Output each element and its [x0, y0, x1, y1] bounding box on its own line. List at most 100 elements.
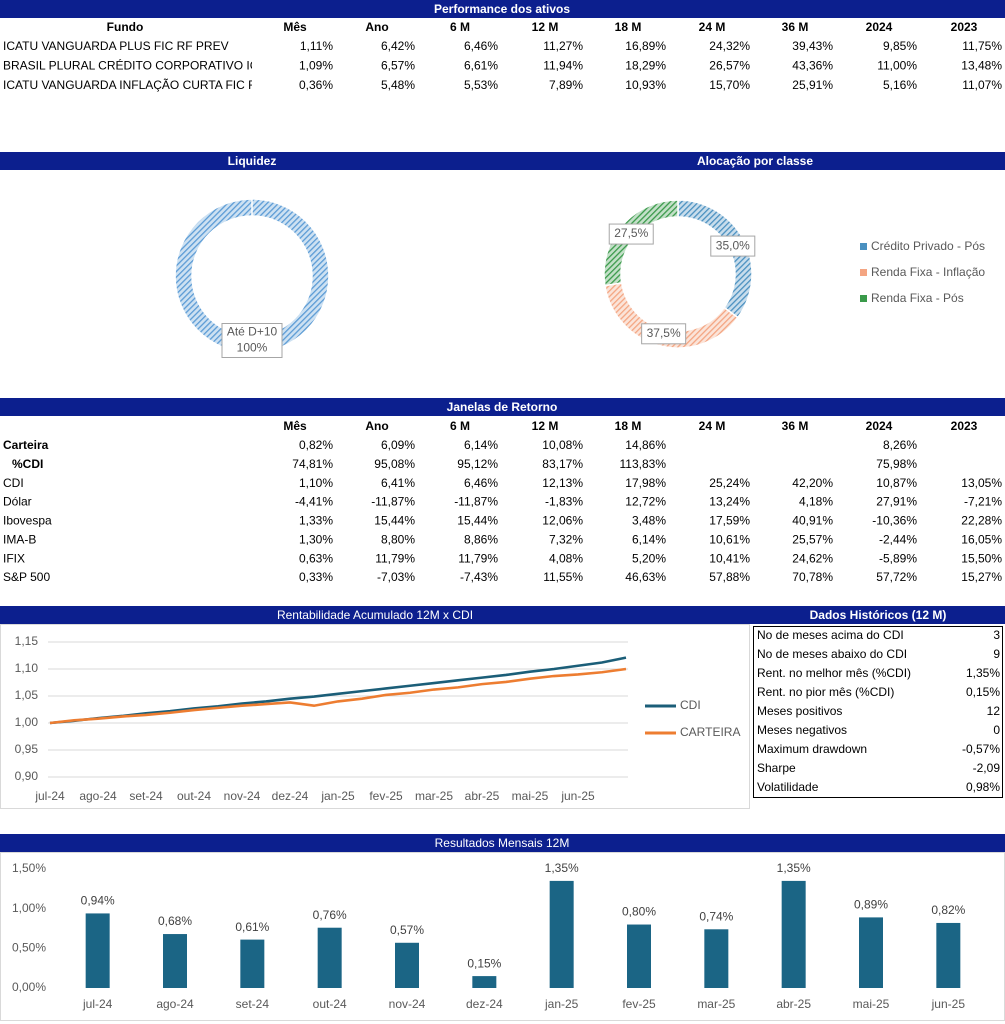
- cell: 11,27%: [543, 39, 583, 53]
- cell: 22,28%: [961, 514, 1002, 528]
- legend-label: Renda Fixa - Inflação: [871, 265, 985, 279]
- row-label: Dólar: [3, 495, 32, 509]
- x-tick-label: mar-25: [697, 997, 735, 1011]
- cell: 83,17%: [542, 457, 583, 471]
- column-header: Mês: [283, 419, 307, 433]
- cell: 1,11%: [300, 39, 333, 53]
- column-header: 24 M: [699, 419, 726, 433]
- cell: 16,05%: [961, 532, 1002, 546]
- chart-title: Alocação por classe: [697, 154, 813, 168]
- row-label: S&P 500: [3, 570, 50, 584]
- data-label-box: [221, 323, 283, 358]
- series-line: [49, 656, 627, 725]
- column-header: 12 M: [532, 20, 559, 34]
- cell: -4,41%: [295, 495, 333, 509]
- y-tick-label: 1,05: [15, 688, 39, 702]
- data-label: 0,15%: [467, 956, 501, 970]
- cell: 39,43%: [792, 39, 833, 53]
- y-tick-label: 1,00%: [12, 901, 46, 915]
- cell: -11,87%: [454, 495, 498, 509]
- x-tick-label: jul-24: [34, 789, 65, 803]
- pie-slice: [677, 199, 753, 319]
- cell: 11,55%: [543, 570, 583, 584]
- y-tick-label: 0,00%: [12, 980, 46, 994]
- row-label: IFIX: [3, 551, 25, 565]
- column-header: 2024: [866, 419, 893, 433]
- cell: 24,62%: [792, 551, 833, 565]
- row-label: CDI: [3, 476, 24, 490]
- cell: 15,70%: [709, 78, 750, 92]
- column-header: 6 M: [450, 20, 470, 34]
- legend-swatch: [860, 269, 867, 276]
- column-header: 12 M: [532, 419, 559, 433]
- cell: 10,08%: [542, 438, 583, 452]
- data-label: 0,82%: [931, 903, 965, 917]
- column-header: Ano: [365, 20, 388, 34]
- column-header: 2023: [951, 20, 978, 34]
- cell: 16,89%: [625, 39, 666, 53]
- cell: 1,35%: [966, 666, 1000, 680]
- cell: 0,63%: [299, 551, 333, 565]
- data-label: 35,0%: [716, 238, 750, 252]
- data-label: 0,68%: [158, 914, 192, 928]
- data-label: 0,74%: [699, 909, 733, 923]
- section-bar: [0, 398, 1005, 416]
- cell: 95,08%: [374, 457, 415, 471]
- cell: 11,00%: [877, 59, 917, 73]
- table-title: Dados Históricos (12 M): [810, 608, 947, 622]
- cell: 8,80%: [381, 532, 415, 546]
- y-tick-label: 0,90: [15, 769, 39, 783]
- row-label: %CDI: [12, 457, 43, 471]
- x-tick-label: abr-25: [465, 789, 500, 803]
- data-label: 1,35%: [777, 861, 811, 875]
- legend-swatch: [860, 243, 867, 250]
- cell: 6,61%: [464, 59, 498, 73]
- x-tick-label: set-24: [236, 997, 270, 1011]
- x-tick-label: nov-24: [224, 789, 261, 803]
- cell: 8,86%: [464, 532, 498, 546]
- cell: -2,44%: [879, 532, 917, 546]
- cell: 3,48%: [632, 514, 666, 528]
- cell: 74,81%: [292, 457, 333, 471]
- data-label: 100%: [237, 341, 268, 355]
- y-tick-label: 1,00: [15, 715, 39, 729]
- bar: [240, 939, 265, 988]
- cell: 12: [987, 704, 1001, 718]
- cell: 75,98%: [876, 457, 917, 471]
- data-label: 1,35%: [545, 861, 579, 875]
- chart-frame: [0, 624, 750, 809]
- cell: -11,87%: [371, 495, 415, 509]
- column-header: Fundo: [107, 20, 144, 34]
- cell: 15,50%: [961, 551, 1002, 565]
- cell: 9: [993, 647, 1000, 661]
- legend-label: CARTEIRA: [680, 725, 740, 739]
- bar: [627, 924, 651, 988]
- x-tick-label: fev-25: [369, 789, 403, 803]
- y-tick-label: 1,15: [15, 634, 39, 648]
- cell: -5,89%: [879, 551, 917, 565]
- cell: 95,12%: [457, 457, 498, 471]
- cell: 70,78%: [792, 570, 833, 584]
- cell: 26,57%: [709, 59, 750, 73]
- y-tick-label: 0,95: [15, 742, 39, 756]
- x-tick-label: jul-24: [82, 997, 113, 1011]
- cell: 10,61%: [709, 532, 750, 546]
- y-tick-label: 1,50%: [12, 861, 46, 875]
- cell: 15,44%: [374, 514, 415, 528]
- section-bar: [0, 152, 1005, 170]
- data-label: 0,76%: [313, 908, 347, 922]
- cell: 25,91%: [792, 78, 833, 92]
- y-tick-label: 1,10: [15, 661, 39, 675]
- row-label: Meses negativos: [757, 723, 847, 737]
- data-label: 0,89%: [854, 898, 888, 912]
- cell: 13,05%: [961, 476, 1002, 490]
- row-label: Volatilidade: [757, 780, 819, 794]
- x-tick-label: mai-25: [853, 997, 890, 1011]
- chart-frame: [0, 852, 1005, 1021]
- cell: 1,09%: [299, 59, 333, 73]
- cell: -7,21%: [964, 495, 1002, 509]
- fund-name: BRASIL PLURAL CRÉDITO CORPORATIVO ICA: [3, 58, 266, 73]
- x-tick-label: ago-24: [79, 789, 117, 803]
- bar: [395, 942, 419, 988]
